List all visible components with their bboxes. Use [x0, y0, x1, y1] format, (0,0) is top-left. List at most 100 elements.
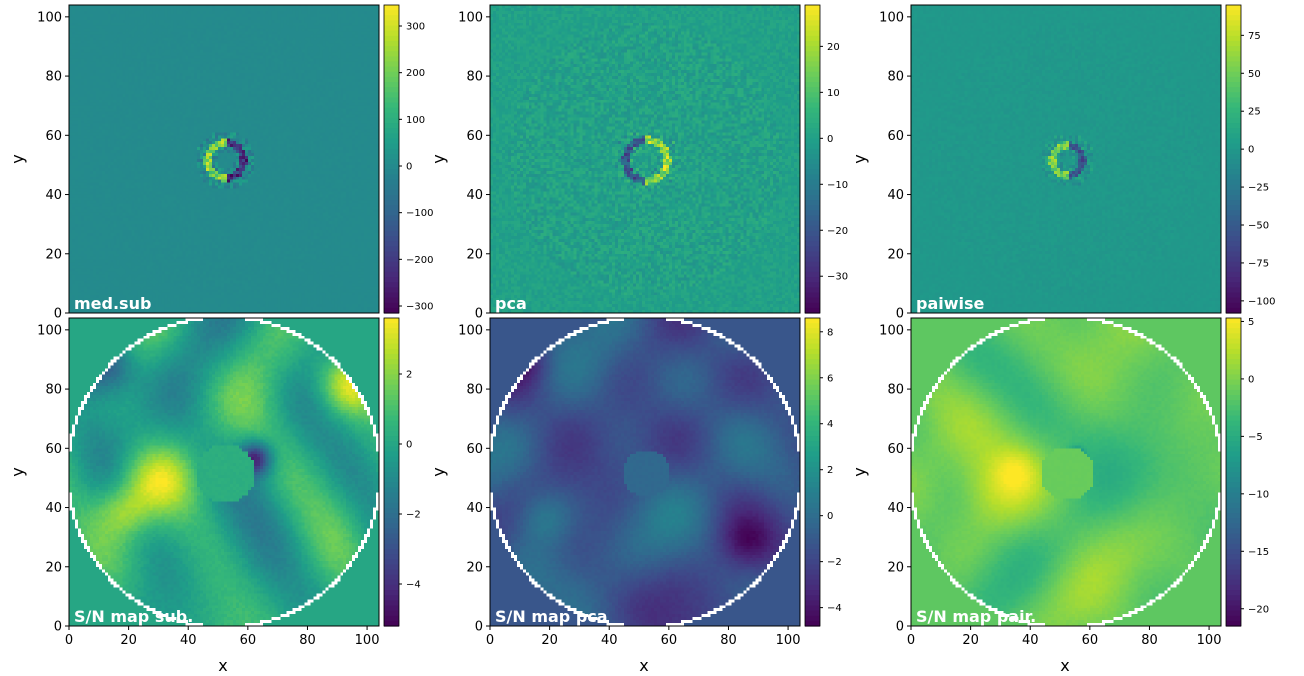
colorbar-segment — [805, 323, 820, 329]
colorbar-segment — [805, 497, 820, 504]
colorbar-tick-label: 0 — [406, 162, 412, 173]
colorbar-segment — [384, 538, 399, 545]
colorbar-segment — [805, 554, 820, 560]
colorbar-segment — [384, 487, 399, 494]
colorbar-segment — [1226, 35, 1241, 42]
colorbar-frame — [804, 317, 821, 627]
colorbar-segment — [1226, 153, 1241, 160]
colorbar-segment — [384, 5, 399, 11]
colorbar-segment — [384, 420, 399, 427]
colorbar-segment — [384, 210, 399, 217]
colorbar-segment — [805, 266, 820, 273]
y-tick-label: 80 — [45, 70, 62, 85]
y-tick-label: 60 — [45, 442, 62, 457]
colorbar-segment — [1226, 513, 1241, 519]
colorbar-segment — [1226, 559, 1241, 565]
colorbar-segment — [384, 523, 399, 530]
colorbar-segment — [1226, 148, 1241, 155]
colorbar-segment — [384, 82, 399, 88]
colorbar-tick-label: 2 — [827, 465, 833, 476]
colorbar-segment — [1226, 446, 1241, 453]
colorbar-segment — [1226, 179, 1241, 186]
colorbar-segment — [384, 169, 399, 175]
x-tick-label: 40 — [601, 633, 618, 648]
colorbar-segment — [1226, 138, 1241, 145]
colorbar-segment — [805, 87, 820, 93]
colorbar-segment — [1226, 246, 1241, 252]
colorbar-segment — [1226, 518, 1241, 524]
colorbar-segment — [805, 523, 820, 530]
colorbar-tick-label: −20 — [1248, 604, 1269, 615]
x-tick-label: 60 — [1082, 633, 1099, 648]
y-tick-label: 40 — [466, 188, 483, 203]
colorbar-segment — [1226, 25, 1241, 32]
colorbar-segment — [384, 256, 399, 263]
colorbar-segment — [384, 338, 399, 345]
colorbar-segment — [1226, 420, 1241, 427]
colorbar-segment — [805, 292, 820, 299]
colorbar-segment — [1226, 538, 1241, 545]
colorbar-segment — [384, 225, 399, 232]
colorbar-segment — [1226, 282, 1241, 288]
colorbar-segment — [805, 194, 820, 201]
colorbar-segment — [805, 128, 820, 134]
x-tick-label: 80 — [1141, 633, 1158, 648]
colorbar-segment — [384, 359, 399, 365]
colorbar-segment — [805, 138, 820, 145]
colorbar-segment — [384, 364, 399, 370]
colorbar-segment — [805, 35, 820, 42]
colorbar-segment — [1226, 425, 1241, 432]
colorbar-segment — [1226, 610, 1241, 617]
colorbar-segment — [384, 518, 399, 524]
colorbar-segment — [1226, 595, 1241, 601]
colorbar-segment — [1226, 410, 1241, 417]
colorbar-segment — [1226, 569, 1241, 576]
colorbar-segment — [384, 400, 399, 406]
y-tick-label: 60 — [45, 129, 62, 144]
colorbar-segment — [805, 277, 820, 283]
colorbar-segment — [384, 446, 399, 453]
colorbar-segment — [384, 323, 399, 329]
colorbar-segment — [384, 343, 399, 350]
colorbar-segment — [1226, 466, 1241, 473]
x-tick-label: 100 — [1197, 633, 1222, 648]
y-tick-label: 0 — [896, 620, 904, 635]
colorbar-segment — [384, 112, 399, 119]
colorbar-segment — [805, 610, 820, 617]
colorbar-segment — [805, 179, 820, 186]
x-tick-label: 80 — [720, 633, 737, 648]
colorbar-segment — [384, 472, 399, 478]
colorbar-segment — [805, 333, 820, 340]
colorbar-frame — [383, 4, 400, 314]
colorbar-segment — [384, 179, 399, 186]
x-tick-label: 40 — [180, 633, 197, 648]
colorbar-segment — [1226, 241, 1241, 247]
colorbar-segment — [384, 174, 399, 181]
colorbar-segment — [384, 20, 399, 27]
colorbar-segment — [1226, 40, 1241, 47]
colorbar-tick-label: −300 — [406, 302, 433, 313]
colorbar-segment — [1226, 169, 1241, 175]
colorbar-segment — [805, 549, 820, 555]
colorbar-segment — [805, 482, 820, 488]
colorbar-segment — [805, 507, 820, 514]
colorbar-segment — [384, 287, 399, 294]
colorbar-segment — [805, 328, 820, 334]
x-axis-label: x — [218, 656, 227, 675]
colorbar-segment — [1226, 46, 1241, 52]
colorbar-segment — [1226, 205, 1241, 211]
colorbar-segment — [805, 107, 820, 114]
y-tick-label: 40 — [45, 501, 62, 516]
colorbar-segment — [1226, 82, 1241, 88]
axes-frame — [489, 4, 801, 314]
colorbar-segment — [805, 20, 820, 27]
colorbar-segment — [384, 153, 399, 160]
colorbar-segment — [384, 318, 399, 324]
colorbar-segment — [1226, 584, 1241, 591]
colorbar-segment — [805, 369, 820, 376]
colorbar-segment — [1226, 302, 1241, 309]
panel-label: S/N map sub. — [74, 607, 193, 626]
colorbar-segment — [1226, 10, 1241, 16]
colorbar-segment — [1226, 441, 1241, 447]
colorbar-segment — [1226, 261, 1241, 268]
